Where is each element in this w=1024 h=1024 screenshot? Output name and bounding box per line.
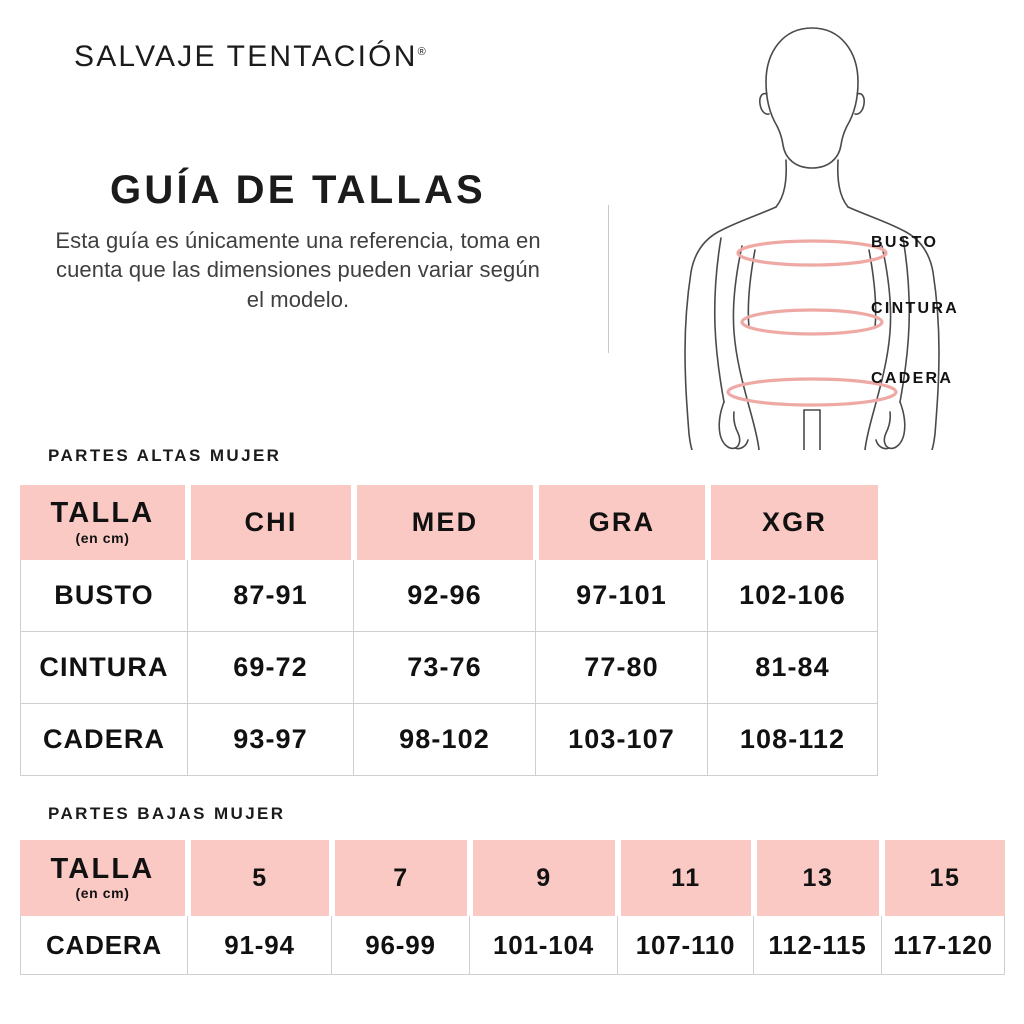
header-cell-size-5: 5 [188,840,332,916]
label-cintura: CINTURA [871,300,960,317]
table-row: CADERA 91-94 96-99 101-104 107-110 112-1… [20,916,1005,975]
cell-cadera-5: 91-94 [188,916,332,975]
table-partes-bajas-mujer: TALLA (en cm) 5 7 9 11 13 15 CADERA 91-9… [20,840,1005,975]
cell-cintura-xgr: 81-84 [708,632,878,704]
cell-busto-gra: 97-101 [536,560,708,632]
cell-cadera-7: 96-99 [332,916,470,975]
cell-cadera-xgr: 108-112 [708,704,878,776]
brand-logo: SALVAJE TENTACIÓN® [74,40,426,74]
female-body-silhouette-icon [684,27,940,450]
header-cell-size-gra: GRA [536,485,708,560]
cell-busto-med: 92-96 [354,560,536,632]
row-label-cadera: CADERA [20,916,188,975]
table-row: CADERA 93-97 98-102 103-107 108-112 [20,704,878,776]
label-cadera: CADERA [871,370,954,387]
vertical-divider [608,205,609,353]
page-title: GUÍA DE TALLAS [110,168,486,212]
cell-busto-chi: 87-91 [188,560,354,632]
cell-cadera-9: 101-104 [470,916,618,975]
band-cintura-ellipse [740,308,884,336]
cell-cintura-med: 73-76 [354,632,536,704]
page-description: Esta guía es únicamente una referencia, … [55,228,541,312]
table-header-row: TALLA (en cm) CHI MED GRA XGR [20,485,878,560]
label-busto: BUSTO [871,234,939,251]
table-partes-altas-mujer: TALLA (en cm) CHI MED GRA XGR BUSTO 87-9… [20,485,878,776]
section-title-partes-altas: PARTES ALTAS MUJER [48,446,282,465]
table-header-row: TALLA (en cm) 5 7 9 11 13 15 [20,840,1005,916]
header-cell-size-chi: CHI [188,485,354,560]
cell-cadera-med: 98-102 [354,704,536,776]
row-label-busto: BUSTO [20,560,188,632]
cell-cintura-gra: 77-80 [536,632,708,704]
headline-block: GUÍA DE TALLAS Esta guía es únicamente u… [48,168,548,314]
row-label-cintura: CINTURA [20,632,188,704]
cell-cadera-15: 117-120 [882,916,1005,975]
cell-cadera-gra: 103-107 [536,704,708,776]
header-cell-talla: TALLA (en cm) [20,840,188,916]
header-cell-size-15: 15 [882,840,1005,916]
talla-unit: (en cm) [75,529,130,546]
band-busto-ellipse [736,239,888,267]
header-cell-size-9: 9 [470,840,618,916]
section-title-partes-bajas: PARTES BAJAS MUJER [48,804,286,823]
registered-trademark-icon: ® [417,46,426,58]
cell-cadera-11: 107-110 [618,916,754,975]
header-cell-size-xgr: XGR [708,485,878,560]
body-figure-illustration: BUSTO CINTURA CADERA [600,0,1024,450]
header-cell-size-7: 7 [332,840,470,916]
cell-cadera-13: 112-115 [754,916,882,975]
row-label-cadera: CADERA [20,704,188,776]
brand-name: SALVAJE TENTACIÓN [74,40,418,73]
header-cell-size-11: 11 [618,840,754,916]
cell-cintura-chi: 69-72 [188,632,354,704]
cell-busto-xgr: 102-106 [708,560,878,632]
band-cadera-ellipse [726,377,898,407]
cell-cadera-chi: 93-97 [188,704,354,776]
header-cell-size-13: 13 [754,840,882,916]
header-cell-talla: TALLA (en cm) [20,485,188,560]
talla-label: TALLA [50,852,155,885]
talla-label: TALLA [50,497,155,530]
header-cell-size-med: MED [354,485,536,560]
table-row: CINTURA 69-72 73-76 77-80 81-84 [20,632,878,704]
talla-unit: (en cm) [75,885,130,902]
table-row: BUSTO 87-91 92-96 97-101 102-106 [20,560,878,632]
